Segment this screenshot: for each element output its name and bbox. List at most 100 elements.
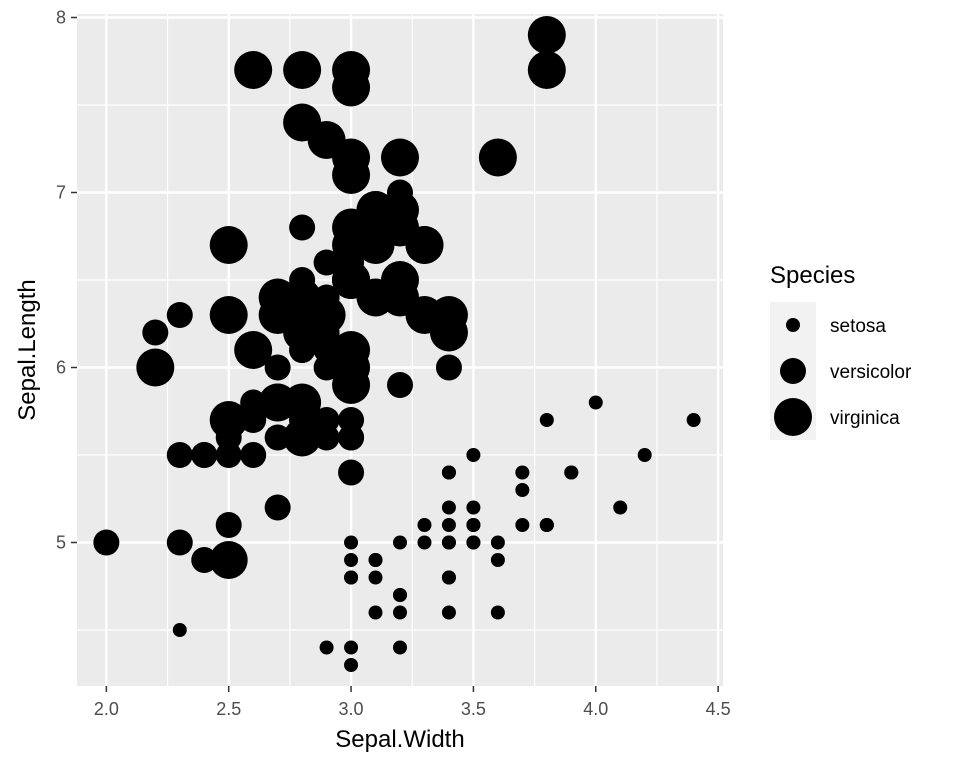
y-axis-title: Sepal.Length xyxy=(14,279,41,420)
point-setosa xyxy=(344,640,359,655)
point-virginica xyxy=(209,296,248,334)
point-virginica xyxy=(381,138,419,177)
y-tick-label: 7 xyxy=(56,183,66,203)
point-setosa xyxy=(393,588,407,602)
legend: Species setosa versicolor virginica xyxy=(770,262,912,440)
legend-symbol-virginica xyxy=(774,398,812,436)
point-setosa xyxy=(441,500,456,515)
point-versicolor xyxy=(387,372,413,398)
point-setosa xyxy=(319,640,334,655)
point-setosa xyxy=(441,535,456,550)
point-versicolor xyxy=(166,442,193,468)
point-versicolor xyxy=(240,442,267,468)
point-versicolor xyxy=(338,459,365,486)
legend-label-virginica: virginica xyxy=(830,408,900,429)
point-setosa xyxy=(466,500,481,515)
point-setosa xyxy=(344,658,359,672)
point-virginica xyxy=(332,138,371,177)
point-virginica xyxy=(136,348,175,387)
point-versicolor xyxy=(289,214,316,241)
legend-symbol-versicolor xyxy=(780,358,806,384)
point-setosa xyxy=(564,465,579,480)
point-versicolor xyxy=(215,442,242,468)
point-setosa xyxy=(441,518,456,532)
point-setosa xyxy=(368,605,383,620)
point-versicolor xyxy=(166,529,193,556)
point-virginica xyxy=(283,103,322,142)
point-setosa xyxy=(613,500,628,515)
point-setosa xyxy=(393,640,407,655)
point-setosa xyxy=(344,570,359,585)
point-virginica xyxy=(429,313,468,352)
point-versicolor xyxy=(435,354,462,381)
x-tick-label: 2.0 xyxy=(94,699,119,719)
point-virginica xyxy=(405,226,444,264)
point-virginica xyxy=(283,418,322,457)
point-versicolor xyxy=(313,354,340,381)
point-setosa xyxy=(466,518,481,532)
y-tick-label: 5 xyxy=(56,533,66,553)
point-virginica xyxy=(209,401,248,439)
legend-symbol-setosa xyxy=(786,318,800,332)
point-setosa xyxy=(490,605,505,620)
point-versicolor xyxy=(166,302,193,328)
point-setosa xyxy=(588,395,603,410)
x-tick-label: 3.0 xyxy=(339,699,364,719)
point-virginica xyxy=(209,541,248,579)
point-versicolor xyxy=(264,354,291,381)
point-setosa xyxy=(539,518,554,532)
point-setosa xyxy=(441,465,456,480)
y-axis: 5 6 7 8 xyxy=(56,8,77,553)
point-versicolor xyxy=(191,547,218,573)
point-virginica xyxy=(258,383,297,422)
point-setosa xyxy=(172,623,187,637)
x-tick-label: 2.5 xyxy=(216,699,241,719)
point-versicolor xyxy=(142,319,169,346)
point-virginica xyxy=(234,331,273,369)
point-versicolor xyxy=(338,407,365,433)
point-versicolor xyxy=(313,407,340,433)
point-virginica xyxy=(234,51,273,89)
point-virginica xyxy=(332,226,371,264)
x-tick-label: 3.5 xyxy=(461,699,486,719)
point-setosa xyxy=(466,535,481,550)
legend-title: Species xyxy=(770,262,855,289)
point-setosa xyxy=(515,518,530,532)
point-setosa xyxy=(417,535,432,550)
point-virginica xyxy=(332,366,371,404)
point-setosa xyxy=(417,518,432,532)
point-virginica xyxy=(332,51,371,89)
x-tick-label: 4.0 xyxy=(583,699,608,719)
point-setosa xyxy=(441,570,456,585)
data-points xyxy=(93,16,701,672)
point-virginica xyxy=(527,16,566,54)
point-versicolor xyxy=(313,249,340,276)
point-virginica xyxy=(478,138,517,177)
point-virginica xyxy=(283,296,322,334)
legend-items: setosa versicolor virginica xyxy=(770,302,912,440)
point-setosa xyxy=(515,465,530,480)
legend-label-setosa: setosa xyxy=(830,316,886,337)
point-versicolor xyxy=(240,389,267,416)
y-tick-label: 6 xyxy=(56,358,66,378)
point-versicolor xyxy=(191,442,218,468)
point-versicolor xyxy=(215,512,242,538)
point-setosa xyxy=(539,413,554,427)
plot-panel xyxy=(77,14,723,686)
point-setosa xyxy=(637,448,652,462)
point-setosa xyxy=(344,553,359,567)
point-setosa xyxy=(344,535,359,550)
point-setosa xyxy=(490,553,505,567)
point-setosa xyxy=(368,553,383,567)
x-axis: 2.0 2.5 3.0 3.5 4.0 4.5 xyxy=(94,686,731,719)
point-virginica xyxy=(209,226,248,264)
x-axis-title: Sepal.Width xyxy=(335,726,464,753)
point-setosa xyxy=(441,605,456,620)
point-virginica xyxy=(332,261,371,299)
point-virginica xyxy=(283,51,322,89)
point-versicolor xyxy=(93,529,120,556)
point-setosa xyxy=(490,535,505,550)
point-virginica xyxy=(527,51,566,89)
point-setosa xyxy=(393,535,407,550)
